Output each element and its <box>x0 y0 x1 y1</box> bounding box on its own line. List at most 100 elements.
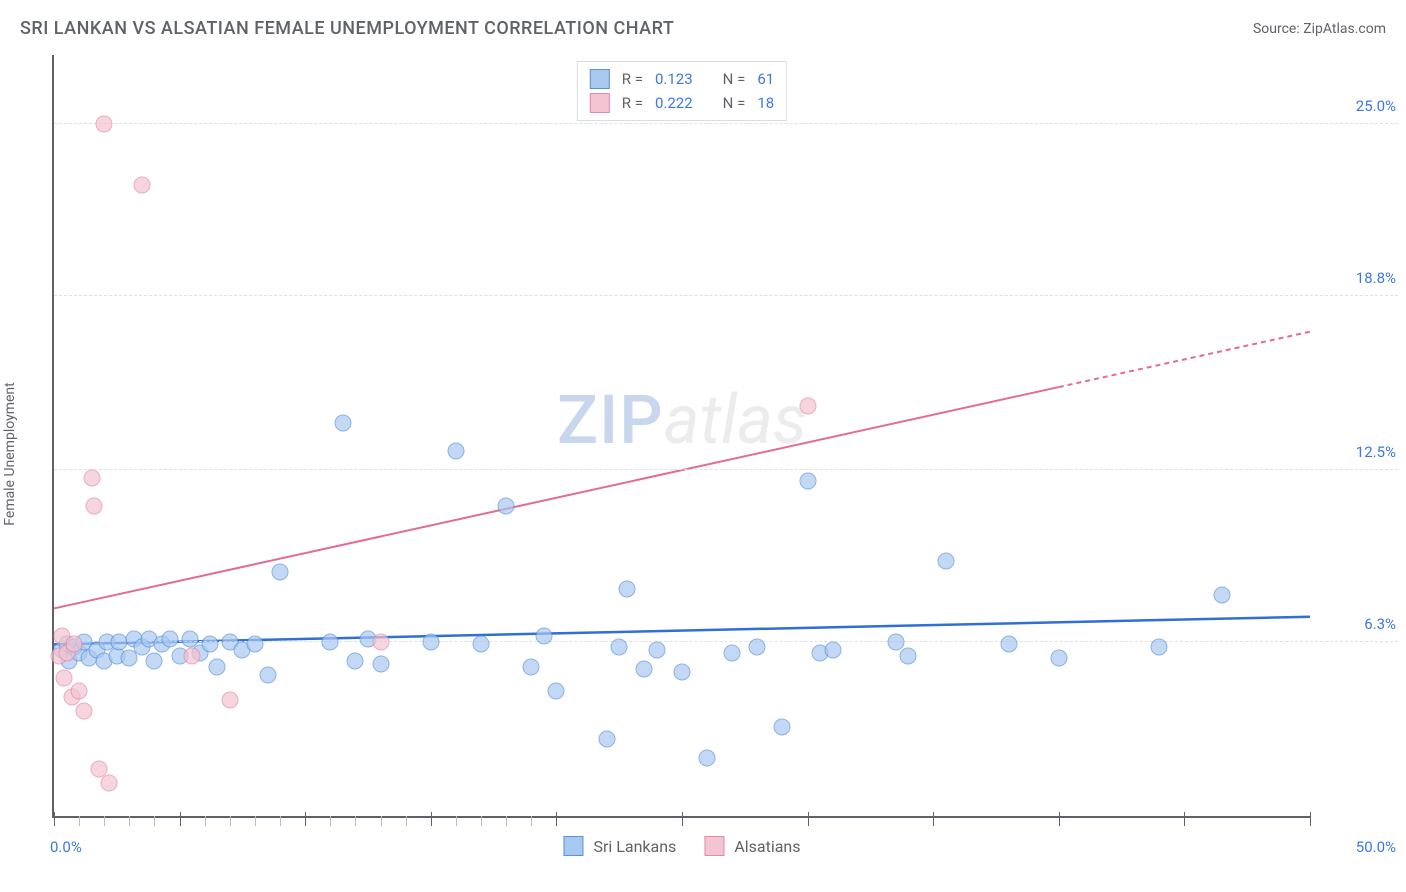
plot-area: ZIPatlas R =0.123N =61R =0.222N =18 Sri … <box>52 55 1310 818</box>
n-value: 61 <box>757 67 774 91</box>
data-point-alsatians <box>184 647 201 664</box>
data-point-alsatians <box>66 636 83 653</box>
x-tick <box>305 812 306 826</box>
correlation-chart: SRI LANKAN VS ALSATIAN FEMALE UNEMPLOYME… <box>0 0 1406 892</box>
data-point-sri_lankans <box>246 636 263 653</box>
data-point-alsatians <box>56 669 73 686</box>
x-tick <box>933 812 934 826</box>
x-tick <box>54 812 55 826</box>
x-tick <box>1310 812 1311 826</box>
data-point-sri_lankans <box>422 633 439 650</box>
r-value: 0.123 <box>655 67 693 91</box>
data-point-sri_lankans <box>799 473 816 490</box>
data-point-sri_lankans <box>259 666 276 683</box>
data-point-sri_lankans <box>548 683 565 700</box>
x-tick-minor <box>406 816 407 826</box>
data-point-sri_lankans <box>372 655 389 672</box>
chart-source: Source: ZipAtlas.com <box>1253 21 1386 37</box>
data-point-sri_lankans <box>699 749 716 766</box>
x-tick-minor <box>456 816 457 826</box>
chart-title: SRI LANKAN VS ALSATIAN FEMALE UNEMPLOYME… <box>20 18 674 39</box>
data-point-sri_lankans <box>887 633 904 650</box>
x-tick-minor <box>79 816 80 826</box>
data-point-sri_lankans <box>824 641 841 658</box>
x-tick <box>1184 812 1185 826</box>
series-legend: Sri Lankans Alsatians <box>563 836 800 856</box>
data-point-sri_lankans <box>598 730 615 747</box>
x-tick-minor <box>129 816 130 826</box>
x-tick-minor <box>255 816 256 826</box>
y-axis-label: Female Unemployment <box>2 382 18 526</box>
y-tick-label: 6.3% <box>1364 615 1396 633</box>
chart-header: SRI LANKAN VS ALSATIAN FEMALE UNEMPLOYME… <box>20 18 1386 39</box>
data-point-alsatians <box>71 683 88 700</box>
data-point-sri_lankans <box>674 664 691 681</box>
x-tick-minor <box>506 816 507 826</box>
data-point-sri_lankans <box>209 658 226 675</box>
data-point-sri_lankans <box>1214 586 1231 603</box>
data-point-sri_lankans <box>1000 636 1017 653</box>
y-tick-label: 25.0% <box>1356 97 1396 115</box>
data-point-sri_lankans <box>611 639 628 656</box>
data-point-sri_lankans <box>900 647 917 664</box>
x-axis-start-label: 0.0% <box>50 838 82 856</box>
data-point-sri_lankans <box>937 553 954 570</box>
legend-swatch <box>590 93 610 113</box>
x-tick-minor <box>104 816 105 826</box>
data-point-sri_lankans <box>334 415 351 432</box>
n-label: N = <box>723 91 746 115</box>
data-point-sri_lankans <box>347 653 364 670</box>
data-point-sri_lankans <box>322 633 339 650</box>
legend-swatch <box>590 69 610 89</box>
data-point-alsatians <box>96 116 113 133</box>
legend-item: Sri Lankans <box>563 836 676 856</box>
legend-label: Sri Lankans <box>593 837 676 856</box>
legend-label: Alsatians <box>734 837 800 856</box>
data-point-alsatians <box>221 691 238 708</box>
data-point-sri_lankans <box>161 630 178 647</box>
data-point-alsatians <box>372 633 389 650</box>
stats-legend: R =0.123N =61R =0.222N =18 <box>577 61 787 121</box>
x-tick <box>1059 812 1060 826</box>
data-point-sri_lankans <box>498 498 515 515</box>
data-point-sri_lankans <box>272 564 289 581</box>
x-tick <box>180 812 181 826</box>
x-tick <box>682 812 683 826</box>
y-tick-label: 18.8% <box>1356 269 1396 287</box>
gridline <box>54 295 1398 296</box>
x-tick-minor <box>355 816 356 826</box>
data-point-sri_lankans <box>1151 639 1168 656</box>
data-point-alsatians <box>86 498 103 515</box>
data-point-sri_lankans <box>648 641 665 658</box>
x-tick <box>431 812 432 826</box>
n-value: 18 <box>757 91 774 115</box>
data-point-sri_lankans <box>618 581 635 598</box>
y-tick-label: 12.5% <box>1356 443 1396 461</box>
r-label: R = <box>622 67 643 91</box>
data-point-sri_lankans <box>774 719 791 736</box>
gridline <box>54 469 1398 470</box>
legend-swatch <box>563 836 583 856</box>
legend-swatch <box>704 836 724 856</box>
x-tick-minor <box>205 816 206 826</box>
legend-item: Alsatians <box>704 836 800 856</box>
data-point-alsatians <box>133 177 150 194</box>
data-point-alsatians <box>799 398 816 415</box>
r-label: R = <box>622 91 643 115</box>
data-point-sri_lankans <box>201 636 218 653</box>
data-point-sri_lankans <box>447 442 464 459</box>
data-point-alsatians <box>83 470 100 487</box>
x-tick-minor <box>230 816 231 826</box>
data-point-sri_lankans <box>146 653 163 670</box>
data-point-sri_lankans <box>535 628 552 645</box>
stats-legend-row: R = 0.123 N = 61 <box>590 67 774 91</box>
x-tick-minor <box>330 816 331 826</box>
x-axis-end-label: 50.0% <box>1356 838 1396 856</box>
x-tick-minor <box>280 816 281 826</box>
gridline <box>54 123 1398 124</box>
n-label: N = <box>723 67 746 91</box>
x-tick-minor <box>481 816 482 826</box>
trend-lines <box>54 55 1310 816</box>
data-point-sri_lankans <box>724 644 741 661</box>
data-point-sri_lankans <box>636 661 653 678</box>
